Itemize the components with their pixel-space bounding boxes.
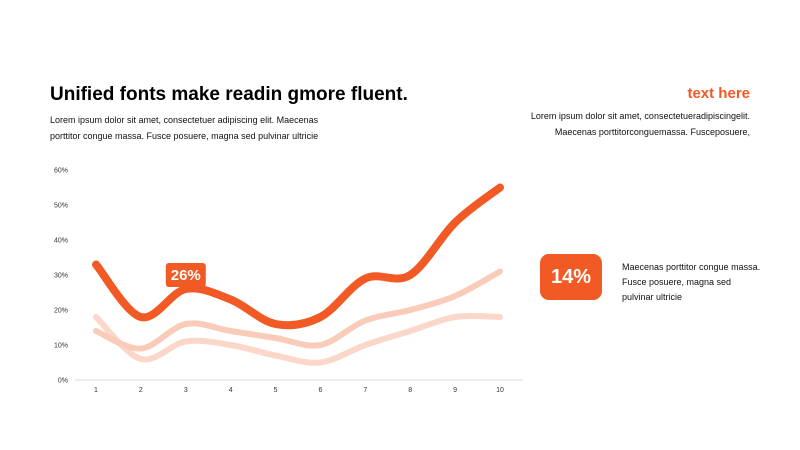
series-line-2	[93, 268, 503, 352]
x-tick-label: 10	[496, 387, 504, 394]
annotation-box	[165, 263, 206, 287]
y-tick-label: 60%	[54, 168, 68, 175]
percent-badge: 14%	[540, 254, 602, 300]
x-tick-label: 8	[408, 387, 412, 394]
x-tick-label: 3	[184, 387, 188, 394]
x-tick-label: 7	[363, 387, 367, 394]
y-tick-label: 50%	[54, 203, 68, 210]
y-tick-label: 20%	[54, 308, 68, 315]
side-heading: text here	[687, 85, 750, 102]
y-tick-label: 30%	[54, 273, 68, 280]
page-subtitle: Lorem ipsum dolor sit amet, consectetuer…	[50, 115, 319, 141]
side-text: Lorem ipsum dolor sit amet, consectetuer…	[530, 111, 750, 137]
y-tick-label: 0%	[58, 378, 68, 385]
series-line-1	[92, 183, 504, 330]
annotation-label: 26%	[171, 267, 201, 284]
badge-description: Maecenas porttitor congue massa. Fusce p…	[622, 262, 761, 302]
y-tick-label: 40%	[54, 238, 68, 245]
x-tick-label: 6	[318, 387, 322, 394]
x-tick-label: 4	[229, 387, 233, 394]
x-tick-label: 1	[94, 387, 98, 394]
page-title: Unified fonts make readin gmore fluent.	[50, 84, 408, 105]
x-tick-label: 5	[274, 387, 278, 394]
y-tick-label: 10%	[54, 343, 68, 350]
series-line-3	[93, 312, 503, 366]
x-tick-label: 9	[453, 387, 457, 394]
x-tick-label: 2	[139, 387, 143, 394]
